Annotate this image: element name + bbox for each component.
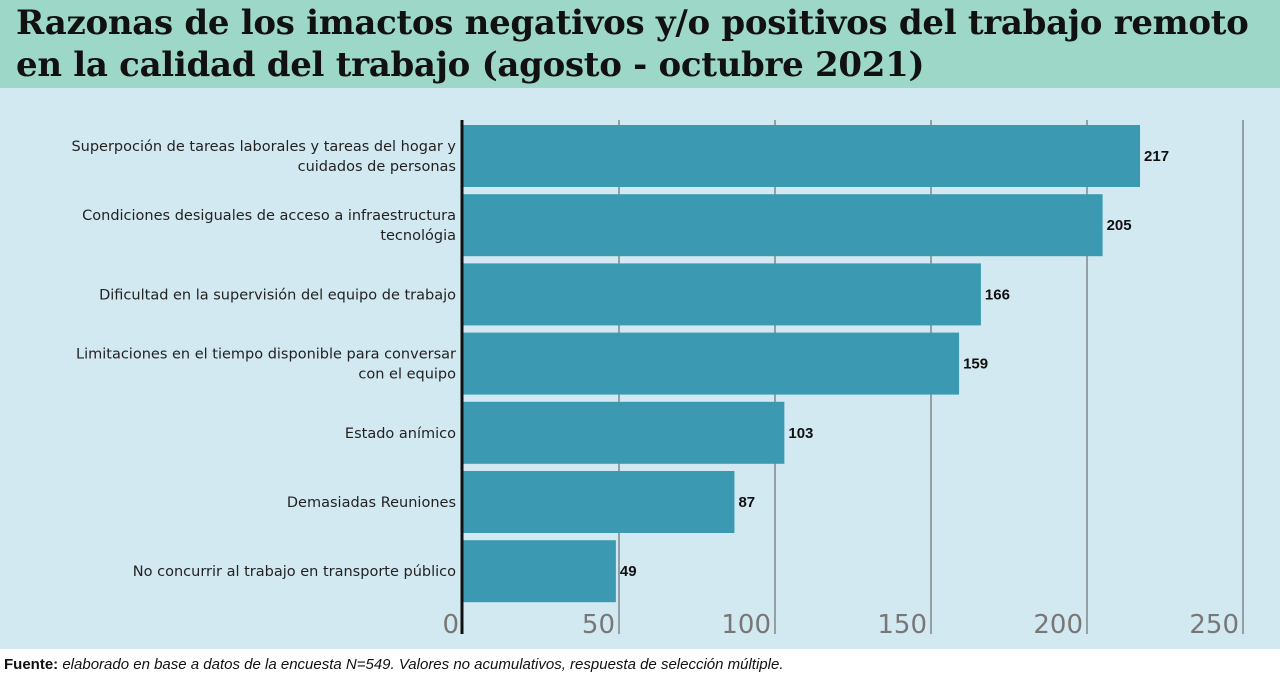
category-label-1: Condiciones desiguales de acceso a infra… — [82, 208, 456, 244]
x-tick-label-0: 0 — [442, 610, 459, 640]
category-label-line: Dificultad en la supervisión del equipo … — [99, 287, 456, 303]
chart-area: 217 Superpoción de tareas laborales y tar… — [0, 88, 1280, 649]
source-text: elaborado en base a datos de la encuesta… — [62, 656, 784, 673]
bar-0 — [463, 125, 1141, 187]
category-label-line: tecnológia — [380, 228, 456, 244]
bar-4 — [463, 401, 785, 464]
x-tick-label-200: 200 — [1033, 610, 1083, 640]
category-label-line: Superpoción de tareas laborales y tareas… — [71, 139, 456, 155]
category-label-line: Demasiadas Reuniones — [287, 495, 456, 511]
category-label-3: Limitaciones en el tiempo disponible par… — [76, 347, 456, 383]
category-label-line: No concurrir al trabajo en transporte pú… — [133, 564, 456, 580]
category-label-line: Limitaciones en el tiempo disponible par… — [76, 347, 456, 363]
bar-1 — [463, 194, 1103, 257]
chart-title: Razonas de los imactos negativos y/o pos… — [16, 3, 1249, 85]
x-tick-label-100: 100 — [721, 610, 771, 640]
category-label-0: Superpoción de tareas laborales y tareas… — [71, 139, 456, 175]
data-label-2: 166 — [985, 286, 1010, 303]
bar-5 — [463, 471, 735, 533]
category-label-line: Estado anímico — [345, 426, 456, 442]
data-label-3: 159 — [963, 356, 988, 373]
source-label: Fuente: — [4, 656, 59, 673]
bar-3 — [463, 332, 960, 395]
data-label-4: 103 — [788, 425, 813, 442]
data-label-0: 217 — [1144, 148, 1169, 165]
category-label-line: con el equipo — [358, 367, 456, 383]
header-banner: Razonas de los imactos negativos y/o pos… — [0, 0, 1280, 88]
bar-2 — [463, 263, 981, 326]
data-label-5: 87 — [738, 494, 755, 511]
category-label-line: Condiciones desiguales de acceso a infra… — [82, 208, 456, 224]
category-label-line: cuidados de personas — [298, 159, 456, 175]
bar-6 — [463, 540, 616, 603]
data-label-6: 49 — [620, 563, 637, 580]
x-tick-label-150: 150 — [877, 610, 927, 640]
source-note: Fuente: elaborado en base a datos de la … — [4, 656, 784, 673]
data-label-1: 205 — [1107, 217, 1132, 234]
category-label-2: Dificultad en la supervisión del equipo … — [99, 287, 456, 303]
category-label-6: No concurrir al trabajo en transporte pú… — [133, 564, 456, 580]
category-label-4: Estado anímico — [345, 426, 456, 442]
x-tick-label-250: 250 — [1189, 610, 1239, 640]
category-label-5: Demasiadas Reuniones — [287, 495, 456, 511]
bar-chart: 217 Superpoción de tareas laborales y tar… — [71, 120, 1244, 640]
x-tick-label-50: 50 — [582, 610, 615, 640]
